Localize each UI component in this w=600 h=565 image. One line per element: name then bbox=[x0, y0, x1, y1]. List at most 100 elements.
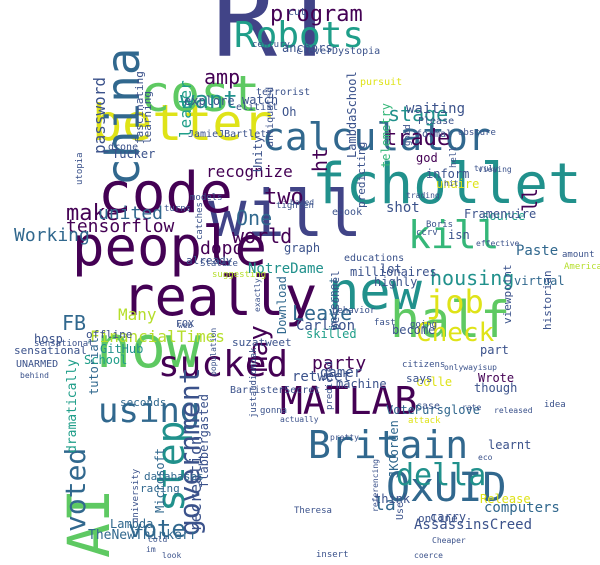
cloud-word: Lambda bbox=[110, 517, 154, 531]
cloud-word: OxUID bbox=[386, 465, 507, 511]
cloud-word: amp bbox=[204, 65, 241, 89]
cloud-word: going bbox=[410, 320, 438, 330]
cloud-word: machine bbox=[336, 377, 387, 391]
cloud-word: ht bbox=[308, 147, 332, 172]
cloud-word: FOX bbox=[176, 319, 195, 330]
cloud-word: colle bbox=[416, 375, 453, 389]
cloud-word: party bbox=[312, 353, 367, 374]
cloud-word: now bbox=[96, 313, 201, 381]
cloud-word: idea bbox=[544, 400, 566, 410]
cloud-word: Oh bbox=[282, 105, 297, 119]
cloud-word: utopia bbox=[75, 152, 85, 185]
cloud-word: JamieJBartlett bbox=[188, 129, 273, 140]
cloud-word: databases bbox=[144, 470, 204, 483]
cloud-word: hell bbox=[449, 146, 459, 168]
cloud-word: seconds bbox=[120, 396, 167, 409]
cloud-word: LambdaSchool bbox=[345, 71, 359, 158]
cloud-word: Use bbox=[395, 501, 406, 520]
cloud-word: recognize bbox=[206, 162, 293, 181]
cloud-word: drone bbox=[108, 142, 139, 153]
cloud-word: citizens bbox=[402, 360, 446, 370]
cloud-word: sucked bbox=[158, 344, 289, 385]
cloud-word: Wrote bbox=[478, 371, 515, 385]
cloud-word: Tucker bbox=[112, 147, 156, 161]
cloud-word: eco bbox=[478, 453, 493, 462]
cloud-word: explore bbox=[184, 94, 235, 108]
cloud-word: trade bbox=[384, 126, 451, 151]
cloud-word: NotreDame bbox=[248, 261, 324, 277]
cloud-word: America bbox=[564, 262, 600, 272]
cloud-word: case bbox=[416, 401, 441, 412]
cloud-word: ebook bbox=[332, 207, 363, 218]
cloud-word: released bbox=[494, 406, 533, 415]
cloud-word: ccrv bbox=[416, 228, 438, 238]
cloud-word: already bbox=[186, 254, 233, 267]
cloud-word: rate bbox=[462, 403, 482, 412]
cloud-word: behavior bbox=[332, 306, 376, 316]
cloud-word: effective bbox=[476, 239, 520, 248]
cloud-word: Many bbox=[118, 305, 157, 324]
cloud-word: sensational bbox=[34, 339, 94, 349]
cloud-word: Paste bbox=[516, 243, 559, 259]
cloud-word: models bbox=[190, 193, 223, 203]
cloud-word: lot bbox=[380, 262, 402, 276]
cloud-word: One bbox=[236, 206, 273, 230]
cloud-word: GitHub bbox=[100, 342, 144, 356]
cloud-word: Unity bbox=[251, 135, 265, 172]
cloud-word: housing bbox=[430, 266, 515, 290]
cloud-word: world bbox=[232, 224, 293, 248]
cloud-word: Britain bbox=[308, 423, 469, 467]
cloud-word: BarristerSecret bbox=[230, 385, 321, 396]
cloud-word: obscure bbox=[458, 128, 496, 138]
cloud-word: code bbox=[98, 161, 233, 226]
cloud-word: cost bbox=[140, 65, 261, 123]
cloud-word: gamer bbox=[320, 365, 363, 381]
cloud-word: attack bbox=[408, 416, 441, 426]
cloud-word: says bbox=[406, 372, 433, 385]
cloud-word: highly bbox=[374, 275, 418, 289]
cloud-word: suzatweet bbox=[232, 336, 292, 349]
cloud-word: amount bbox=[562, 250, 595, 260]
cloud-word: im bbox=[146, 545, 156, 554]
cloud-word: two bbox=[264, 185, 304, 210]
cloud-word: millionaires bbox=[350, 265, 437, 279]
cloud-word: formal bbox=[416, 129, 453, 140]
cloud-word: unaire bbox=[436, 177, 480, 191]
cloud-word: stage bbox=[388, 102, 449, 126]
cloud-word: god bbox=[416, 151, 438, 165]
cloud-word: university bbox=[131, 468, 141, 523]
cloud-word: source bbox=[482, 209, 526, 223]
cloud-word: Check bbox=[416, 318, 495, 348]
cloud-word: truly bbox=[474, 164, 499, 173]
cloud-word: good bbox=[403, 124, 413, 146]
cloud-word: sensational bbox=[14, 344, 87, 357]
cloud-word: behind bbox=[20, 371, 49, 380]
cloud-word: based bbox=[290, 198, 315, 207]
cloud-word: AssassinsCreed bbox=[414, 517, 533, 533]
cloud-word: TheNewThinkerr bbox=[88, 528, 198, 543]
cloud-word: online bbox=[418, 512, 458, 525]
cloud-word: fchollet bbox=[312, 152, 582, 217]
cloud-word: gonna bbox=[260, 406, 288, 416]
cloud-word: cold bbox=[148, 535, 168, 544]
cloud-word: virtual bbox=[514, 274, 565, 288]
cloud-word: insert bbox=[316, 550, 349, 560]
cloud-word: cut bbox=[288, 7, 307, 18]
cloud-word: want bbox=[180, 86, 238, 114]
cloud-word: password bbox=[90, 76, 109, 154]
cloud-word: della bbox=[396, 458, 487, 493]
cloud-word: retweet bbox=[292, 369, 352, 385]
cloud-word: learnt bbox=[488, 438, 532, 452]
cloud-word: Leave bbox=[292, 301, 353, 325]
cloud-word: clever bbox=[296, 46, 333, 57]
cloud-word: tensorflow bbox=[66, 216, 175, 237]
cloud-word: learning bbox=[141, 91, 154, 144]
cloud-word: coerce bbox=[414, 551, 443, 560]
cloud-word: skilled bbox=[306, 327, 357, 341]
cloud-word: FB bbox=[62, 311, 87, 335]
cloud-word: la bbox=[374, 494, 396, 515]
cloud-word: pursuit bbox=[360, 77, 403, 88]
cloud-word: kill bbox=[408, 213, 500, 257]
cloud-word: terrorist bbox=[256, 87, 311, 98]
